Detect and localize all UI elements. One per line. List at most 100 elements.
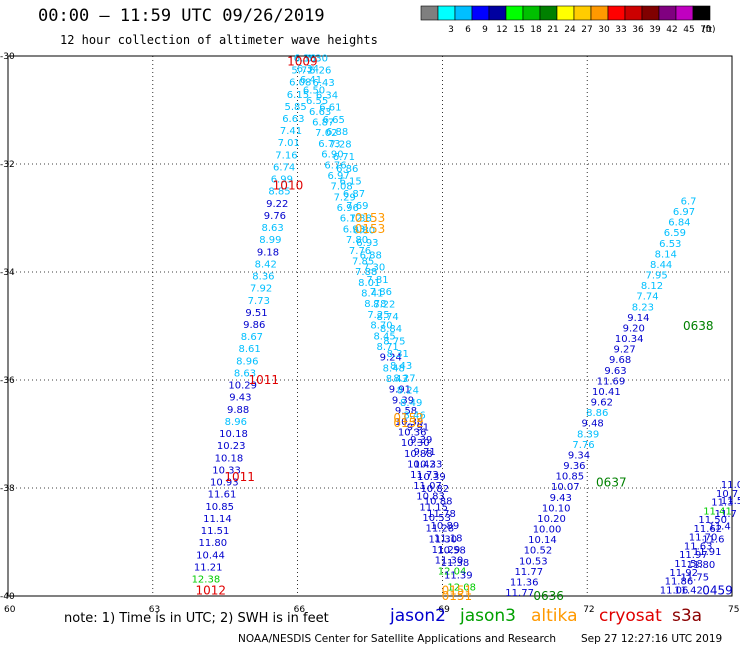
swh-value: 6.97 bbox=[327, 171, 349, 182]
swh-value: 10.85 bbox=[205, 502, 234, 513]
legend-label: 3 bbox=[448, 25, 454, 35]
swh-value: 10.53 bbox=[519, 556, 548, 567]
swh-value: 11.39 bbox=[444, 570, 473, 581]
swh-value: 8.84 bbox=[380, 324, 402, 335]
swh-value: 9.91 bbox=[407, 423, 429, 434]
swh-value: 7.02 bbox=[315, 128, 337, 139]
swh-value: 7.69 bbox=[346, 201, 368, 212]
swh-value: 6.63 bbox=[309, 107, 331, 118]
swh-value: 12.38 bbox=[192, 575, 221, 586]
swh-value: 8.74 bbox=[376, 312, 398, 323]
pass-time-label: 0637 bbox=[596, 476, 627, 490]
legend-swatch bbox=[471, 5, 490, 21]
pass-time-label: 1012 bbox=[195, 584, 226, 598]
swh-value: 7.92 bbox=[250, 284, 272, 295]
legend-swatch bbox=[658, 5, 677, 21]
swh-value: 8.70 bbox=[370, 321, 392, 332]
swh-value: 8.39 bbox=[577, 429, 599, 440]
legend-label: 15 bbox=[513, 25, 524, 35]
swh-value: 11.30 bbox=[435, 556, 464, 567]
legend-swatch bbox=[573, 5, 592, 21]
swh-value: 11.80 bbox=[687, 560, 716, 571]
swh-value: 7.81 bbox=[366, 275, 388, 286]
pass-time-label: 0153 bbox=[355, 211, 386, 225]
swh-value: 8.78 bbox=[364, 299, 386, 310]
swh-value: 10.38 bbox=[395, 417, 424, 428]
swh-value: 7.86 bbox=[370, 287, 392, 298]
swh-value: 11.80 bbox=[198, 538, 227, 549]
swh-value: 11.30 bbox=[429, 534, 458, 545]
swh-value: 6.84 bbox=[668, 218, 690, 229]
swh-value: 9.18 bbox=[257, 247, 279, 258]
legend-label: 18 bbox=[530, 25, 542, 35]
swh-value: 9.34 bbox=[568, 450, 590, 461]
swh-value: 11.7 bbox=[715, 509, 737, 520]
legend-swatch bbox=[437, 5, 456, 21]
swh-value: 6.76 bbox=[324, 160, 346, 171]
swh-value: 10.36 bbox=[398, 427, 427, 438]
swh-value: 9.27 bbox=[614, 345, 636, 356]
legend-label: 33 bbox=[615, 25, 626, 35]
swh-value: 9.62 bbox=[591, 398, 613, 409]
swh-value: 8.01 bbox=[358, 278, 380, 289]
legend-swatch bbox=[505, 5, 524, 21]
swh-value: 11.18 bbox=[434, 533, 463, 544]
swh-value: 10.20 bbox=[537, 514, 566, 525]
swh-value: 9.91 bbox=[389, 385, 411, 396]
swh-value: 9.43 bbox=[229, 393, 251, 404]
legend-swatch bbox=[675, 5, 694, 21]
swh-value: 10.42 bbox=[407, 460, 436, 471]
legend-swatch bbox=[624, 5, 643, 21]
swh-value: 9.22 bbox=[266, 199, 288, 210]
swh-value: 9.36 bbox=[563, 461, 585, 472]
swh-value: 8.61 bbox=[238, 344, 260, 355]
swh-value: 7.01 bbox=[278, 138, 300, 149]
swh-value: 5.85 bbox=[285, 102, 307, 113]
swh-value: 8.31 bbox=[387, 349, 409, 360]
swh-value: 10.88 bbox=[404, 449, 433, 460]
swh-value: 11.0 bbox=[721, 480, 740, 491]
swh-value: 8.46 bbox=[403, 410, 425, 421]
swh-value: 10.44 bbox=[196, 550, 225, 561]
swh-value: 11.77 bbox=[505, 588, 534, 599]
swh-value: 11.70 bbox=[689, 533, 718, 544]
swh-value: 10.7 bbox=[716, 489, 738, 500]
swh-value: 6.88 bbox=[326, 127, 348, 138]
lat-tick-label: -34 bbox=[0, 268, 15, 278]
swh-value: 8.75 bbox=[383, 336, 405, 347]
generated-timestamp: Sep 27 12:27:16 UTC 2019 bbox=[581, 633, 723, 645]
swh-value: 11.06 bbox=[660, 585, 689, 596]
swh-value: 6.7 bbox=[681, 197, 697, 208]
swh-value: 6.38 bbox=[294, 53, 316, 64]
swh-value: 6.15 bbox=[287, 90, 309, 101]
lat-tick-label: -32 bbox=[0, 160, 15, 170]
legend-label: 36 bbox=[632, 25, 644, 35]
swh-value: 7.76 bbox=[572, 440, 594, 451]
swh-value: 7.80 bbox=[346, 235, 368, 246]
swh-value: 10.18 bbox=[219, 429, 248, 440]
legend-label: 27 bbox=[581, 25, 592, 35]
swh-value: 9.86 bbox=[243, 320, 265, 331]
swh-value: 11.58 bbox=[674, 559, 703, 570]
swh-value: 10.58 bbox=[437, 546, 466, 557]
swh-value: 11.63 bbox=[684, 541, 713, 552]
satellite-s3a: s3a bbox=[672, 606, 703, 626]
swh-value: 8.41 bbox=[361, 289, 383, 300]
pass-time-label: 0152 bbox=[393, 416, 424, 430]
swh-value: 11.73 bbox=[410, 470, 439, 481]
swh-value: 11.38 bbox=[441, 558, 470, 569]
swh-value: 10.29 bbox=[228, 381, 257, 392]
pass-time-label: 1011 bbox=[224, 470, 255, 484]
swh-value: 8.43 bbox=[390, 361, 412, 372]
swh-value: 6.80 bbox=[353, 226, 375, 237]
swh-value: 11.5 bbox=[721, 496, 740, 507]
swh-value: 10.23 bbox=[217, 441, 246, 452]
swh-value: 10.07 bbox=[551, 482, 580, 493]
lat-tick-label: -38 bbox=[0, 484, 15, 494]
legend-label: 6 bbox=[465, 25, 471, 35]
swh-value: 8.71 bbox=[377, 342, 399, 353]
legend-label: 9 bbox=[482, 25, 488, 35]
swh-value: 6.59 bbox=[664, 228, 686, 239]
swh-value: 12.08 bbox=[447, 583, 476, 594]
swh-value: 10.89 bbox=[431, 521, 460, 532]
